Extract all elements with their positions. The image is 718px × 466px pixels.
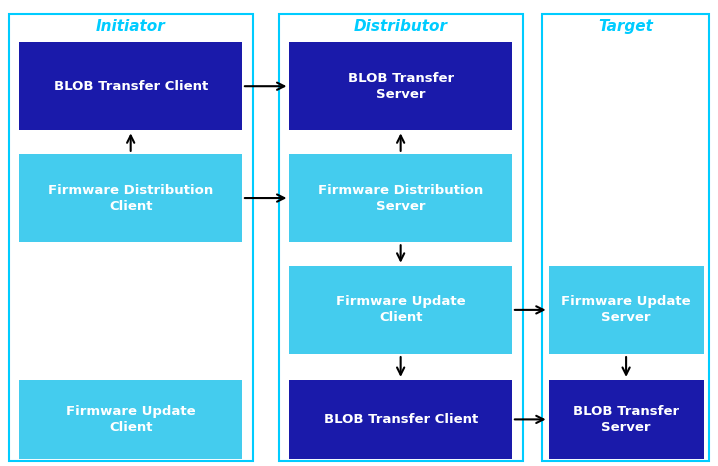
- Bar: [542, 14, 709, 461]
- Bar: [9, 14, 253, 461]
- Text: Firmware Update
Server: Firmware Update Server: [561, 295, 691, 324]
- Bar: [289, 266, 512, 354]
- Text: Initiator: Initiator: [95, 19, 166, 34]
- Bar: [549, 380, 704, 459]
- Bar: [19, 154, 242, 242]
- Text: Firmware Update
Client: Firmware Update Client: [336, 295, 465, 324]
- Text: Firmware Distribution
Server: Firmware Distribution Server: [318, 184, 483, 212]
- Bar: [549, 266, 704, 354]
- Bar: [289, 380, 512, 459]
- Text: BLOB Transfer Client: BLOB Transfer Client: [324, 413, 477, 426]
- Text: Firmware Update
Client: Firmware Update Client: [66, 405, 195, 434]
- Text: BLOB Transfer
Server: BLOB Transfer Server: [348, 72, 454, 101]
- Bar: [19, 380, 242, 459]
- Bar: [289, 154, 512, 242]
- Bar: [19, 42, 242, 130]
- Text: Distributor: Distributor: [354, 19, 447, 34]
- Bar: [289, 42, 512, 130]
- Text: Target: Target: [599, 19, 653, 34]
- Text: Firmware Distribution
Client: Firmware Distribution Client: [48, 184, 213, 212]
- Text: BLOB Transfer
Server: BLOB Transfer Server: [573, 405, 679, 434]
- Text: BLOB Transfer Client: BLOB Transfer Client: [54, 80, 208, 93]
- Bar: [279, 14, 523, 461]
